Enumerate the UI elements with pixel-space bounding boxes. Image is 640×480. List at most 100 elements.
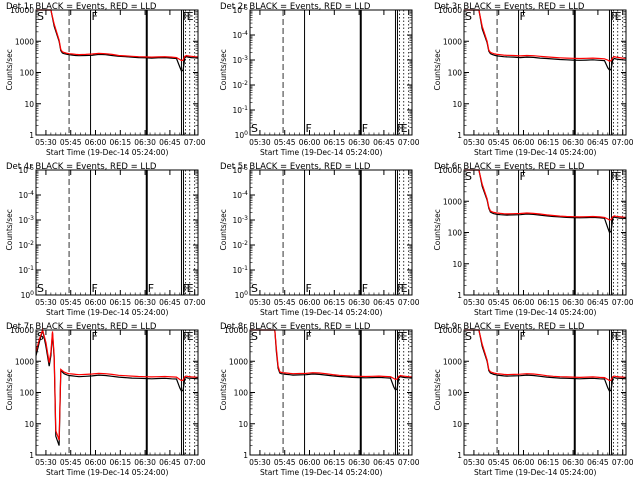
x-tick-label: 06:30 (134, 298, 156, 307)
marker-label: F (182, 10, 188, 23)
y-tick-label: 10 (452, 260, 462, 269)
panel-title: Det 5r BLACK = Events, RED = LLD (220, 162, 371, 172)
y-axis-label: Counts/sec (219, 209, 228, 250)
y-tick-label: 1 (243, 451, 248, 460)
y-tick-label: 100 (20, 389, 35, 398)
marker-label: F (396, 282, 402, 295)
x-tick-label: 06:30 (134, 138, 156, 147)
x-tick-label: 05:30 (35, 458, 57, 467)
x-tick-label: 05:45 (274, 298, 296, 307)
y-axis-label: Counts/sec (433, 369, 442, 410)
series-line-lld (464, 9, 627, 62)
y-tick-label: 10000 (438, 166, 462, 175)
x-tick-label: 06:00 (513, 138, 535, 147)
y-tick-label: 10-4 (232, 30, 248, 40)
plot-frame (35, 169, 199, 296)
y-tick-label: 10000 (438, 326, 462, 335)
y-tick-label: 10-4 (18, 190, 34, 200)
x-tick-label: 05:30 (463, 298, 485, 307)
x-tick-label: 06:15 (109, 298, 131, 307)
x-tick-label: 07:00 (398, 138, 420, 147)
series-line-lld (464, 169, 627, 221)
x-tick-label: 06:15 (537, 298, 559, 307)
plot-frame (463, 329, 627, 456)
marker-label: F (396, 330, 402, 343)
plot-frame (463, 169, 627, 296)
panel-title: Det 3r BLACK = Events, RED = LLD (434, 2, 585, 12)
x-tick-label: 06:00 (513, 298, 535, 307)
y-tick-label: 100 (235, 290, 249, 300)
y-axis-label: Counts/sec (5, 49, 14, 90)
x-tick-label: 05:45 (274, 138, 296, 147)
x-tick-label: 06:15 (537, 138, 559, 147)
x-tick-label: 07:00 (612, 458, 634, 467)
series-line-events (464, 9, 627, 71)
y-tick-label: 1 (29, 131, 34, 140)
panel-det-4: Det 4r BLACK = Events, RED = LLD Counts/s… (5, 162, 206, 317)
marker-label: S (251, 282, 258, 295)
x-tick-label: 05:45 (60, 138, 82, 147)
y-tick-label: 1 (29, 451, 34, 460)
series-line-lld (464, 329, 627, 382)
x-tick-label: 07:00 (398, 298, 420, 307)
x-tick-label: 07:00 (184, 138, 206, 147)
x-tick-label: 07:00 (612, 298, 634, 307)
x-tick-label: 06:00 (85, 298, 107, 307)
y-tick-label: 10000 (438, 6, 462, 15)
marker-label: F (610, 170, 616, 183)
x-tick-label: 05:45 (488, 298, 510, 307)
x-tick-label: 06:15 (323, 298, 345, 307)
x-tick-label: 05:45 (60, 298, 82, 307)
x-tick-label: 05:45 (488, 458, 510, 467)
y-tick-label: 10-3 (232, 215, 248, 225)
plot-frame (249, 329, 413, 456)
x-tick-label: 05:30 (249, 458, 271, 467)
y-tick-label: 10000 (224, 326, 248, 335)
marker-label: F (182, 330, 188, 343)
x-tick-label: 06:30 (348, 138, 370, 147)
x-tick-label: 06:00 (299, 298, 321, 307)
y-tick-label: 100 (448, 389, 463, 398)
marker-label: F (92, 10, 98, 23)
y-tick-label: 100 (448, 69, 463, 78)
x-tick-label: 06:30 (348, 298, 370, 307)
x-tick-label: 06:00 (513, 458, 535, 467)
marker-label: E (401, 122, 408, 135)
x-axis-label: Start Time (19-Dec-14 05:24:00) (260, 148, 382, 157)
x-axis-label: Start Time (19-Dec-14 05:24:00) (46, 148, 168, 157)
plot-frame (249, 9, 413, 136)
y-tick-label: 10-1 (232, 265, 248, 275)
marker-label: F (610, 10, 616, 23)
x-tick-label: 05:30 (35, 138, 57, 147)
x-tick-label: 06:45 (159, 458, 181, 467)
x-tick-label: 06:15 (323, 138, 345, 147)
series-line-lld (36, 9, 199, 62)
x-tick-label: 06:45 (159, 298, 181, 307)
panel-det-6: Det 6r BLACK = Events, RED = LLD Counts/s… (433, 162, 634, 317)
marker-label: S (251, 122, 258, 135)
y-tick-label: 10-2 (18, 240, 34, 250)
marker-label: F (520, 10, 526, 23)
marker-label: S (465, 10, 472, 23)
series-line-events (464, 329, 627, 393)
panel-title: Det 6r BLACK = Events, RED = LLD (434, 162, 585, 172)
plot-frame (463, 9, 627, 136)
marker-label: S (465, 170, 472, 183)
panel-title: Det 4r BLACK = Events, RED = LLD (6, 162, 157, 172)
x-axis-label: Start Time (19-Dec-14 05:24:00) (46, 468, 168, 477)
y-tick-label: 10-5 (18, 165, 34, 175)
y-tick-label: 10-4 (232, 190, 248, 200)
y-tick-label: 10 (24, 100, 34, 109)
x-axis-label: Start Time (19-Dec-14 05:24:00) (474, 308, 596, 317)
marker-label: E (615, 170, 622, 183)
panel-det-9: Det 9r BLACK = Events, RED = LLD Counts/s… (433, 322, 634, 477)
marker-label: S (465, 330, 472, 343)
y-axis-label: Counts/sec (219, 49, 228, 90)
panel-title: Det 9r BLACK = Events, RED = LLD (434, 322, 585, 332)
x-tick-label: 06:45 (587, 298, 609, 307)
y-tick-label: 100 (448, 229, 463, 238)
panel-det-8: Det 8r BLACK = Events, RED = LLD Counts/s… (219, 322, 420, 477)
y-tick-label: 10-3 (232, 55, 248, 65)
y-axis-label: Counts/sec (433, 209, 442, 250)
